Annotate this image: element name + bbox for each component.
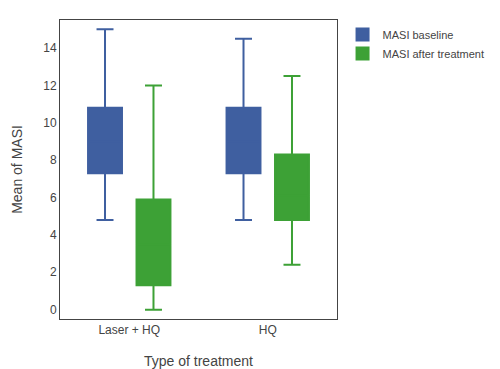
svg-text:6: 6 <box>50 191 57 205</box>
svg-text:2: 2 <box>50 265 57 279</box>
svg-text:10: 10 <box>43 116 57 130</box>
svg-text:HQ: HQ <box>259 323 277 337</box>
svg-text:Laser + HQ: Laser + HQ <box>98 323 160 337</box>
svg-text:Type of treatment: Type of treatment <box>144 353 253 369</box>
svg-text:MASI baseline: MASI baseline <box>383 29 454 41</box>
svg-text:0: 0 <box>50 303 57 317</box>
svg-text:4: 4 <box>50 228 57 242</box>
svg-text:Mean of MASI: Mean of MASI <box>9 125 25 214</box>
svg-text:MASI after treatment: MASI after treatment <box>383 48 484 60</box>
svg-text:12: 12 <box>43 79 57 93</box>
svg-text:14: 14 <box>43 41 57 55</box>
svg-text:8: 8 <box>50 153 57 167</box>
